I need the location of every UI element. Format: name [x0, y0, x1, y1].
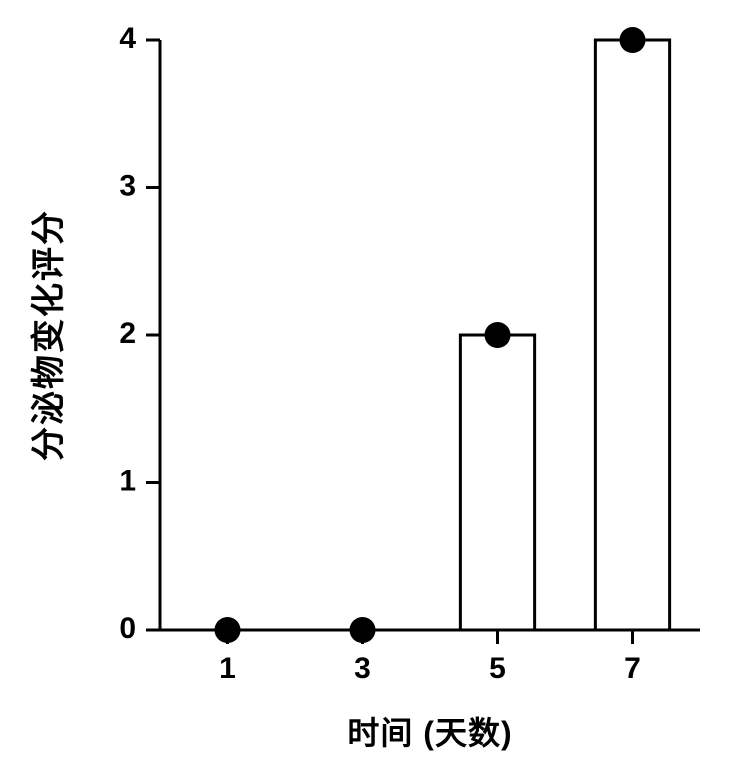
y-tick-label: 0	[119, 612, 136, 645]
y-tick-label: 2	[119, 317, 136, 350]
data-marker	[620, 27, 646, 53]
x-tick-label: 1	[219, 652, 236, 685]
bar	[460, 335, 534, 630]
y-tick-label: 1	[119, 464, 136, 497]
x-tick-label: 3	[354, 652, 371, 685]
x-tick-label: 5	[489, 652, 506, 685]
y-tick-label: 3	[119, 169, 136, 202]
y-tick-label: 4	[119, 22, 136, 55]
data-marker	[215, 617, 241, 643]
bar	[595, 40, 669, 630]
data-marker	[485, 322, 511, 348]
bar-chart: 0 1 2 3 4 1 3 5 7 分泌物变化评分时间 (天数)	[0, 0, 750, 783]
y-axis-label: 分泌物变化评分	[30, 209, 68, 461]
x-tick-label: 7	[624, 652, 641, 685]
data-marker	[350, 617, 376, 643]
chart-container: 0 1 2 3 4 1 3 5 7 分泌物变化评分时间 (天数)	[0, 0, 750, 783]
x-axis-label: 时间 (天数)	[347, 715, 512, 751]
